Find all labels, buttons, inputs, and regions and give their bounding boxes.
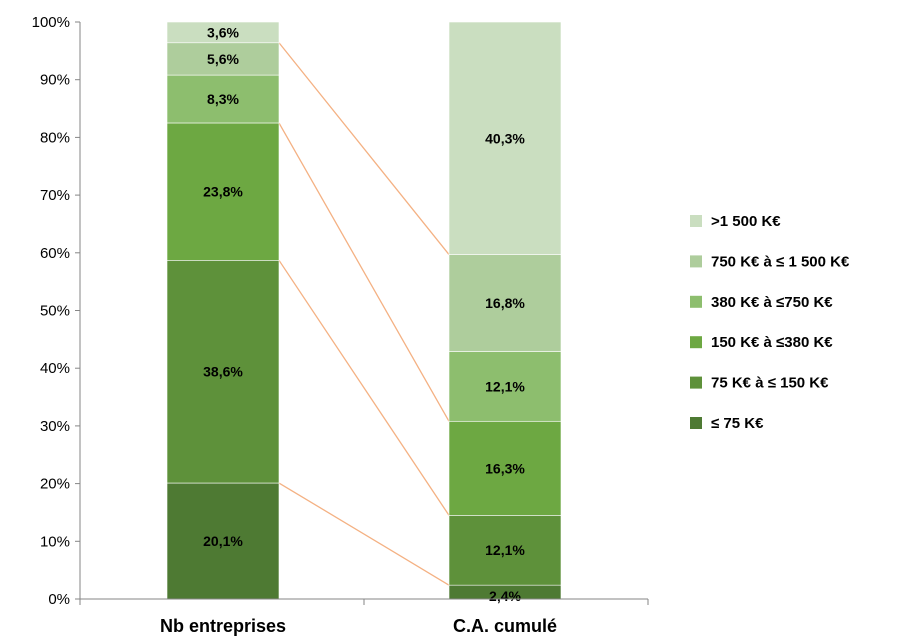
- y-tick-label: 40%: [40, 360, 70, 377]
- y-tick-label: 30%: [40, 418, 70, 435]
- data-label: 16,3%: [485, 460, 525, 476]
- connector-lines: [278, 42, 450, 586]
- y-tick-label: 70%: [40, 187, 70, 204]
- data-label: 3,6%: [207, 24, 239, 40]
- bar-segment: [166, 21, 280, 44]
- legend-label: 750 K€ à ≤ 1 500 K€: [711, 253, 850, 270]
- data-label: 5,6%: [207, 51, 239, 67]
- data-label: 38,6%: [203, 364, 243, 380]
- bar-segment: [448, 515, 562, 586]
- data-label: 20,1%: [203, 533, 243, 549]
- legend-swatch: [690, 336, 702, 349]
- bar-segment: [448, 21, 562, 255]
- y-tick-label: 50%: [40, 303, 70, 320]
- x-category-label: C.A. cumulé: [453, 616, 557, 636]
- legend-swatch: [690, 215, 702, 227]
- bar-segment: [166, 42, 280, 76]
- connector-line: [278, 482, 450, 586]
- connector-line: [278, 259, 450, 516]
- legend-swatch: [690, 417, 702, 429]
- legend-swatch: [690, 295, 702, 308]
- legend-label: 150 K€ à ≤380 K€: [711, 334, 833, 351]
- y-tick-label: 60%: [40, 245, 70, 262]
- connector-line: [278, 42, 450, 255]
- data-label: 16,8%: [485, 295, 525, 311]
- bars: 20,1% 38,6% 23,8% 8,3% 5,6% 3,6% 2,4% 12,1% 16,3…: [166, 21, 562, 604]
- bar-segment: [448, 351, 562, 422]
- legend-swatch: [690, 255, 702, 268]
- legend: >1 500 K€ 750 K€ à ≤ 1 500 K€ 380 K€ à ≤75…: [690, 213, 850, 432]
- x-axis: Nb entreprises C.A. cumulé: [79, 598, 649, 636]
- legend-label: >1 500 K€: [711, 213, 781, 230]
- x-category-label: Nb entreprises: [160, 616, 286, 636]
- bar-segment: [166, 482, 280, 600]
- y-tick-label: 0%: [48, 591, 70, 608]
- data-label: 2,4%: [489, 588, 521, 604]
- y-tick-label: 100%: [32, 14, 70, 31]
- data-label: 40,3%: [485, 130, 525, 146]
- y-axis: 0% 10% 20% 30% 40% 50% 60% 70% 80% 90% 100%: [32, 14, 81, 608]
- legend-label: 380 K€ à ≤750 K€: [711, 294, 833, 311]
- data-label: 12,1%: [485, 378, 525, 394]
- legend-label: ≤ 75 K€: [711, 415, 764, 432]
- y-tick-label: 20%: [40, 476, 70, 493]
- connector-line: [278, 122, 450, 422]
- bar-segment: [166, 260, 280, 484]
- legend-label: 75 K€ à ≤ 150 K€: [711, 375, 829, 392]
- y-tick-label: 90%: [40, 72, 70, 89]
- data-label: 8,3%: [207, 91, 239, 107]
- legend-swatch: [690, 376, 702, 389]
- bar-segment: [448, 420, 562, 516]
- y-tick-label: 80%: [40, 129, 70, 146]
- bar-segment: [448, 254, 562, 352]
- data-label: 12,1%: [485, 542, 525, 558]
- data-label: 23,8%: [203, 184, 243, 200]
- y-tick-label: 10%: [40, 533, 70, 550]
